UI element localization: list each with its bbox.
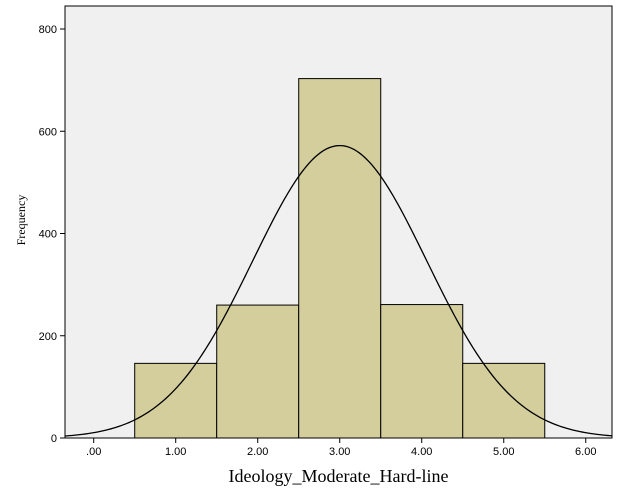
x-tick-label: 2.00 <box>247 446 268 458</box>
bars <box>134 78 546 439</box>
x-tick-label: 3.00 <box>329 446 350 458</box>
y-axis-title: Frequency <box>14 195 28 246</box>
normal-curve-layer <box>64 144 613 437</box>
x-tick-label: 1.00 <box>165 446 186 458</box>
axes <box>60 6 612 443</box>
x-tick-label: 4.00 <box>411 446 432 458</box>
histogram-bar-3 <box>298 78 382 439</box>
tick-labels: 0 200 400 600 800 .00 1.00 2.00 3.00 4.00 5.00 6.00 <box>39 24 597 458</box>
y-tick-label: 0 <box>51 433 57 445</box>
histogram-bar-1 <box>134 362 218 439</box>
x-tick-label: 5.00 <box>493 446 514 458</box>
histogram-bar-5 <box>462 362 546 439</box>
x-tick-label: .00 <box>86 446 101 458</box>
y-tick-label: 600 <box>39 126 57 138</box>
histogram-bar-4 <box>380 304 464 439</box>
x-axis-title: Ideology_Moderate_Hard-line <box>229 466 449 486</box>
y-tick-label: 200 <box>39 331 57 343</box>
histogram-bar-2 <box>216 304 300 439</box>
y-tick-label: 800 <box>39 24 57 36</box>
x-tick-label: 6.00 <box>575 446 596 458</box>
y-tick-label: 400 <box>39 229 57 241</box>
normal-curve <box>64 144 613 437</box>
